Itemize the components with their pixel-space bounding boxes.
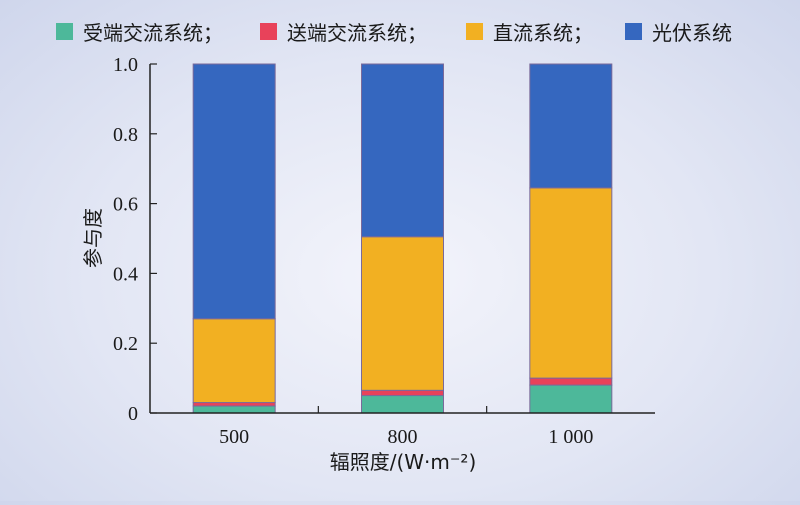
bar-segment-1-1 <box>361 389 444 397</box>
bar-segment-2-1 <box>529 377 613 386</box>
y-ticks: 0 0.2 0.4 0.6 0.8 1.0 <box>113 54 157 425</box>
x-ticks: 500 800 1 000 <box>219 406 593 448</box>
bars <box>192 63 613 414</box>
legend-swatch-dc <box>466 23 483 40</box>
x-tick-label-0: 500 <box>219 426 249 448</box>
bar-segment-0-1 <box>192 402 276 407</box>
legend-label-dc: 直流系统； <box>493 21 593 45</box>
bar-segment-0-2 <box>192 318 276 404</box>
bar-segment-2-3 <box>529 63 613 189</box>
x-tick-label-1: 800 <box>388 426 418 448</box>
y-tick-label-2: 0.4 <box>113 263 138 285</box>
bar-segment-1-3 <box>361 63 444 238</box>
x-axis-title: 辐照度/(W·m⁻²) <box>330 450 477 474</box>
bar-segment-0-3 <box>192 63 276 320</box>
legend: 受端交流系统； 送端交流系统； 直流系统； 光伏系统 <box>56 21 732 45</box>
legend-swatch-receiving-ac <box>56 23 73 40</box>
y-tick-label-5: 1.0 <box>113 54 138 76</box>
y-tick-label-1: 0.2 <box>113 333 138 355</box>
bar-segment-2-0 <box>529 384 613 414</box>
legend-label-receiving-ac: 受端交流系统； <box>83 21 223 45</box>
bar-segment-0-0 <box>192 405 276 414</box>
y-tick-label-0: 0 <box>128 403 138 425</box>
bar-segment-2-2 <box>529 187 613 379</box>
legend-label-sending-ac: 送端交流系统； <box>287 21 427 45</box>
x-tick-label-2: 1 000 <box>548 426 593 448</box>
y-axis-title: 参与度 <box>81 208 105 268</box>
legend-label-pv: 光伏系统 <box>652 21 732 45</box>
axes <box>149 64 655 414</box>
y-tick-label-4: 0.8 <box>113 124 138 146</box>
bar-segment-1-0 <box>361 395 444 414</box>
legend-swatch-sending-ac <box>260 23 277 40</box>
y-tick-label-3: 0.6 <box>113 194 138 216</box>
bar-segment-1-2 <box>361 236 444 391</box>
legend-swatch-pv <box>625 23 642 40</box>
